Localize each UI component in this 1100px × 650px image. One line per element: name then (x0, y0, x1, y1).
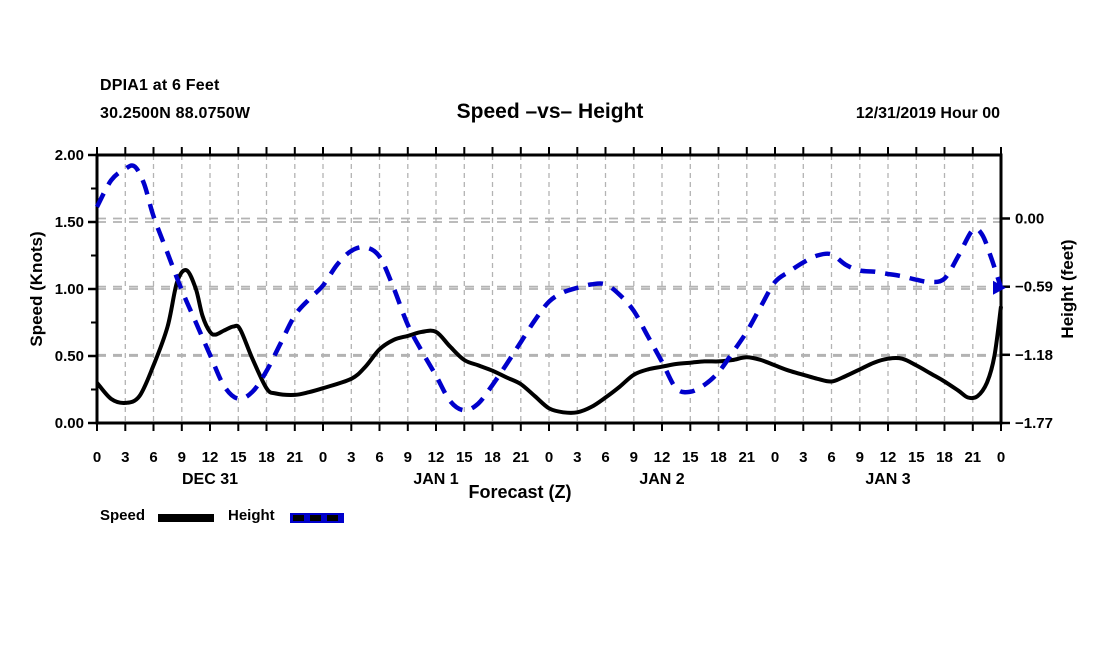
left-tick-label: 2.00 (55, 147, 84, 164)
x-tick-label: 12 (202, 449, 219, 466)
day-label: JAN 2 (639, 471, 684, 488)
left-axis-ticks-and-labels: 0.00 0.50 1.00 1.50 2.00 (55, 147, 97, 432)
x-tick-label: 12 (428, 449, 445, 466)
left-tick-label: 1.00 (55, 281, 84, 298)
x-tick-label: 0 (997, 449, 1005, 466)
legend-speed-label: Speed (100, 507, 146, 524)
x-tick-label: 9 (856, 449, 864, 466)
right-tick-label: −0.59 (1015, 279, 1053, 296)
right-tick-label: −1.18 (1015, 347, 1053, 364)
x-tick-label: 6 (375, 449, 383, 466)
legend-speed-line-swatch (158, 514, 214, 522)
x-tick-label: 0 (319, 449, 327, 466)
chart-title: Speed –vs– Height (456, 100, 644, 123)
x-tick-label: 12 (880, 449, 897, 466)
x-tick-label: 9 (630, 449, 638, 466)
x-tick-label: 21 (512, 449, 529, 466)
day-label: JAN 1 (413, 471, 458, 488)
x-tick-label: 21 (286, 449, 303, 466)
day-label: DEC 31 (182, 471, 238, 488)
x-tick-label: 21 (738, 449, 755, 466)
day-label: JAN 3 (865, 471, 910, 488)
x-tick-label: 6 (601, 449, 609, 466)
x-tick-label: 12 (654, 449, 671, 466)
x-tick-label: 6 (827, 449, 835, 466)
x-tick-label: 3 (573, 449, 581, 466)
x-tick-label: 21 (964, 449, 981, 466)
x-tick-label: 3 (799, 449, 807, 466)
right-axis-ticks-and-labels: 0.00 −0.59 −1.18 −1.77 (1001, 211, 1053, 432)
x-axis-ticks-and-labels: 0 3 6 9 12 15 18 21 0 3 6 9 12 15 18 21 0 3 6 9 12 15 18 21 0 3 6 9… (93, 147, 1005, 488)
right-axis-title: Height (feet) (1058, 239, 1077, 339)
run-datetime: 12/31/2019 Hour 00 (855, 105, 1000, 122)
height-end-arrow-icon (993, 280, 1006, 295)
x-tick-label: 18 (710, 449, 727, 466)
x-tick-label: 18 (258, 449, 275, 466)
x-tick-label: 15 (908, 449, 925, 466)
left-tick-label: 0.00 (55, 415, 84, 432)
station-id: DPIA1 at 6 Feet (100, 77, 220, 94)
x-axis-title: Forecast (Z) (468, 482, 572, 502)
dashed-line-pattern (293, 515, 341, 521)
left-tick-label: 0.50 (55, 348, 84, 365)
right-tick-label: 0.00 (1015, 211, 1044, 228)
x-tick-label: 9 (404, 449, 412, 466)
x-tick-label: 3 (347, 449, 355, 466)
x-tick-label: 6 (149, 449, 157, 466)
x-tick-label: 3 (121, 449, 129, 466)
right-tick-label: −1.77 (1015, 415, 1053, 432)
speed-line (95, 268, 1003, 415)
height-line (95, 163, 1004, 413)
x-tick-label: 9 (178, 449, 186, 466)
left-tick-label: 1.50 (55, 214, 84, 231)
left-axis-title: Speed (Knots) (27, 231, 46, 347)
x-tick-label: 15 (230, 449, 247, 466)
x-tick-label: 0 (93, 449, 101, 466)
x-tick-label: 18 (484, 449, 501, 466)
x-tick-label: 0 (771, 449, 779, 466)
x-tick-label: 15 (682, 449, 699, 466)
legend-height-label: Height (228, 507, 275, 524)
x-tick-label: 15 (456, 449, 473, 466)
legend-height-line-swatch (290, 513, 344, 523)
horizontal-gridlines (97, 217, 1001, 357)
x-tick-label: 18 (936, 449, 953, 466)
x-tick-label: 0 (545, 449, 553, 466)
station-coordinates: 30.2500N 88.0750W (100, 105, 251, 122)
